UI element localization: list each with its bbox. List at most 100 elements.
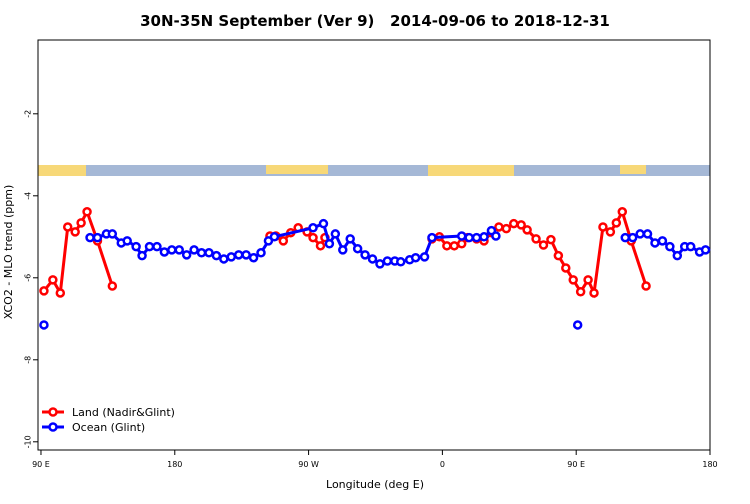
data-point: [204, 248, 214, 258]
x-axis-label: Longitude (deg E): [326, 478, 424, 491]
data-point: [269, 232, 280, 242]
data-point: [315, 241, 326, 251]
data-point: [419, 252, 430, 262]
data-point: [471, 232, 482, 243]
data-point: [665, 241, 675, 252]
data-point: [546, 234, 556, 245]
data-point: [700, 245, 711, 255]
data-point: [76, 218, 86, 228]
data-point: [85, 232, 95, 243]
land-ocean-strip: [38, 165, 710, 176]
data-point: [189, 245, 199, 255]
data-point: [122, 236, 132, 246]
data-point: [211, 250, 222, 261]
x-tick-label: 90 E: [32, 460, 50, 469]
data-point: [589, 288, 599, 298]
data-point: [672, 250, 683, 261]
data-point: [605, 227, 616, 237]
data-point: [553, 250, 564, 261]
data-point: [39, 320, 49, 330]
data-point: [396, 257, 406, 267]
y-tick-label: -8: [23, 356, 32, 364]
data-point: [650, 238, 660, 248]
x-tick-label: 90 W: [298, 460, 319, 469]
data-point: [233, 250, 244, 260]
data-point: [256, 248, 266, 258]
data-point: [491, 231, 501, 241]
data-point: [375, 259, 385, 269]
data-point: [382, 256, 393, 266]
y-tick-label: -10: [23, 435, 32, 448]
data-point: [159, 247, 170, 257]
data-point: [324, 239, 335, 249]
data-point: [62, 222, 73, 232]
data-point: [70, 227, 80, 237]
data-point: [55, 288, 66, 298]
data-point: [538, 240, 549, 250]
data-point: [226, 252, 237, 262]
data-point: [308, 223, 318, 233]
data-point: [449, 241, 460, 251]
data-point: [144, 241, 155, 252]
data-point: [263, 236, 274, 246]
data-point: [219, 254, 229, 264]
data-point: [568, 275, 578, 285]
data-point: [107, 229, 118, 239]
legend-label: Land (Nadir&Glint): [72, 406, 175, 419]
data-point: [572, 320, 583, 330]
data-point: [131, 241, 141, 252]
data-point: [345, 234, 355, 244]
data-point: [360, 250, 370, 260]
data-point: [598, 222, 608, 232]
legend-label: Ocean (Glint): [72, 421, 145, 434]
data-point: [657, 236, 668, 246]
data-point: [167, 245, 177, 255]
data-point: [685, 241, 696, 252]
data-point: [174, 245, 184, 255]
y-tick-label: -2: [23, 110, 32, 118]
x-tick-label: 90 E: [567, 460, 585, 469]
data-point: [627, 232, 638, 243]
legend-swatch-marker: [48, 407, 58, 417]
data-point: [456, 231, 467, 241]
data-point: [248, 252, 259, 263]
data-point: [620, 232, 631, 243]
data-point: [635, 229, 645, 239]
data-point: [509, 218, 519, 229]
data-point: [642, 229, 653, 239]
data-point: [152, 241, 162, 252]
data-point: [308, 232, 318, 243]
x-tick-label: 180: [702, 460, 717, 469]
data-point: [442, 241, 452, 251]
data-point: [338, 245, 348, 255]
data-point: [278, 236, 289, 246]
data-point: [367, 254, 378, 264]
data-point: [241, 250, 251, 260]
data-point: [196, 248, 207, 258]
data-point: [464, 232, 474, 243]
data-point: [501, 223, 512, 234]
data-point: [611, 218, 622, 228]
plot-frame: [37, 39, 711, 451]
chart-title: 30N-35N September (Ver 9) 2014-09-06 to …: [140, 12, 610, 30]
data-point: [318, 218, 329, 229]
data-point: [494, 222, 504, 232]
data-point: [427, 232, 437, 243]
data-point: [561, 263, 571, 273]
data-point: [352, 243, 363, 254]
y-tick-label: -6: [23, 274, 32, 282]
data-point: [107, 281, 118, 291]
y-axis-label: XCO2 - MLO trend (ppm): [2, 185, 15, 320]
data-point: [410, 252, 421, 263]
data-point: [82, 207, 92, 217]
data-point: [330, 229, 341, 239]
x-tick-label: 180: [167, 460, 182, 469]
data-point: [48, 275, 58, 285]
data-point: [617, 207, 628, 217]
data-point: [575, 286, 586, 297]
data-point: [181, 250, 192, 260]
data-point: [39, 286, 49, 296]
data-point: [92, 232, 103, 243]
